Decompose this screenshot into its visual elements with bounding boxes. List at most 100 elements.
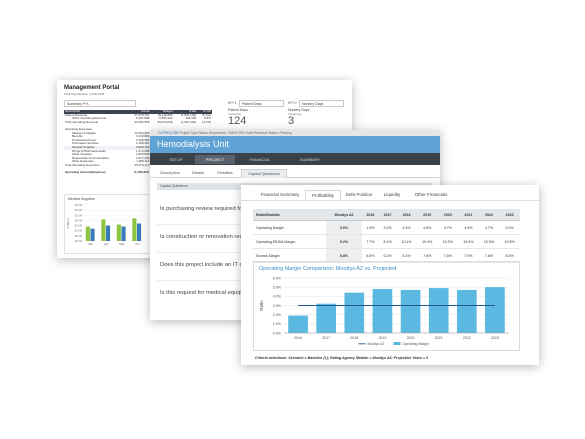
nav-summary[interactable]: SUMMARY [299, 157, 321, 162]
fin-cell: Operating Income/(Expense) [65, 171, 106, 175]
tab-profitability[interactable]: Profitability [305, 190, 341, 200]
ratio-cell: 6.2% [379, 248, 397, 263]
portal-title: Management Portal [64, 85, 120, 91]
ms-ytick: $3.0M [75, 208, 82, 212]
ratio-cell: 4.8% [416, 220, 438, 235]
ratio-cell: 3.0% [326, 220, 362, 235]
ratio-cell: Operating EBIDA Margin [253, 234, 327, 249]
kpi2-dropdown[interactable]: Nursery Days [299, 100, 344, 107]
ratio-row: Operating EBIDA Margin 9.2% 7.7% 8.1% 10.1% 1… [253, 234, 520, 249]
om-bar [456, 289, 477, 333]
fin-cell: 3,689,719 [126, 145, 151, 150]
ratio-cell: 10.4% [416, 234, 438, 249]
subtab-picklists[interactable]: Pickilists [217, 170, 233, 175]
ratio-cell: 5.0% [499, 220, 520, 235]
fin-col-header: $ Var [173, 110, 198, 114]
fin-col-header: GLM DATA [64, 110, 127, 114]
fin-row[interactable]: Depreciation & Amortization 2,617,454 [64, 157, 212, 161]
question-medical-equipment: Is this request for medical equip [160, 290, 242, 296]
fin-cell: 3,133,884 [136, 135, 150, 139]
kpi2-label: KPI 2 [288, 101, 297, 105]
fin-cell: Operating Expenses [65, 127, 93, 131]
question-construction: Is construction or renovation requ [160, 234, 247, 240]
fin-cell: Professional Fees [72, 138, 97, 142]
fin-cell: Drugs & Pharmaceuticals [72, 149, 106, 153]
fin-row[interactable]: Professional Fees 2,798,583 [64, 139, 212, 143]
fin-row[interactable]: Benefits 3,133,884 [64, 135, 212, 139]
tab-liquidity[interactable]: Liquidity [383, 192, 401, 197]
om-ytick: 0.0% [273, 331, 282, 335]
summary-dropdown[interactable]: Summary P+L [64, 100, 136, 107]
subtab-capital-questions[interactable]: Capital Questions [241, 169, 287, 178]
ms-xtick: Mar [88, 242, 93, 246]
ms-bar [136, 223, 142, 241]
fin-row[interactable]: Purchased Services 1,298,461 [64, 142, 212, 146]
nursery-days-kpi: Nursery Days Yesterday 3 [288, 108, 309, 127]
nav-project[interactable]: PROJECT [195, 155, 235, 164]
om-bar [316, 303, 337, 333]
unit-title: Hemodialysis Unit [157, 139, 230, 149]
ratio-col-header: 2016 [361, 209, 380, 221]
fin-cell: 332,655 [185, 117, 197, 121]
fin-row[interactable]: Operating Expenses [64, 128, 212, 132]
portal-subtitle: Total Organization | LIVE ACB [64, 92, 104, 96]
medical-supplies-title: Medical Supplies [68, 197, 95, 201]
operating-margin-chart: 0.0% 1.0% 2.0% 3.0% 4.0% 5.0% 6.0% Ratio 2016 201… [259, 276, 509, 346]
fin-row[interactable]: Total Operating Revenue 33,466,558 34,974,… [64, 121, 212, 125]
kpi1-dropdown[interactable]: Patient Days [239, 100, 284, 107]
ratio-cell: 4.7% [478, 220, 500, 235]
ms-bar [101, 219, 106, 241]
fin-row[interactable]: Salaries & Wages 13,463,095 [64, 132, 212, 136]
nav-setup[interactable]: SETUP [169, 157, 183, 162]
tab-other-financials[interactable]: Other Financials [414, 192, 448, 197]
unit-header: Hemodialysis Unit [150, 136, 440, 153]
subtab-description[interactable]: Description [159, 170, 180, 175]
fin-cell: Other Operating Revenue [72, 117, 107, 121]
ms-ytick: $3.5M [75, 203, 82, 207]
tab-financial-summary[interactable]: Financial Summary [260, 192, 300, 197]
fin-cell: 35,270,171 [134, 163, 150, 167]
fin-row[interactable]: Patient Revenue 27,278,751 29,118,896 (1,84… [64, 114, 212, 118]
fin-col-header: Budget [150, 110, 174, 114]
ratio-cell: 8.5% [499, 248, 520, 263]
financial-table: GLM DATA Actual Budget $ Var% Var Patient R… [64, 110, 212, 175]
legend-operating-margin: Operating Margin [403, 342, 429, 346]
tab-debt-position[interactable]: Debt Position [345, 192, 373, 197]
ratio-cell: 3.2% [379, 220, 397, 235]
fin-cell: 1,906,114 [136, 160, 150, 164]
sub-tabs: Description Details Pickilists Capital Q… [150, 168, 440, 178]
ms-bar [116, 224, 121, 241]
fin-row[interactable]: Total Operating Expenses 35,270,171 [64, 164, 212, 168]
ratio-cell: Excess Margin [253, 248, 327, 263]
fin-row[interactable]: Other Operating Revenue 6,187,808 5,855,15… [64, 117, 212, 121]
subtab-details[interactable]: Details [191, 170, 205, 175]
legend-moodys: Moodys A2 [368, 342, 385, 346]
ratio-cell: 5.8% [326, 248, 362, 263]
operating-margin-chart-panel: Operating Margin Comparison: Moodys A2 v… [253, 261, 520, 351]
nav-financial[interactable]: FINANCIAL [249, 157, 271, 162]
financial-summary-window: Financial Summary Profitability Debt Pos… [241, 185, 539, 365]
om-xtick: 2022 [463, 336, 471, 340]
om-xtick: 2018 [350, 336, 358, 340]
fin-cell: Patient Revenue [65, 113, 88, 117]
fin-row[interactable]: Drugs & Pharmaceuticals 1,274,208 [64, 150, 212, 154]
fin-cell: (1,507,491) [180, 120, 197, 124]
ms-ytick: $0.5M [75, 234, 82, 238]
fin-row[interactable]: Other Supplies 1,003,846 [64, 153, 212, 157]
question-purchasing-review: Is purchasing review required for [160, 206, 245, 212]
om-ytick: 4.0% [273, 295, 282, 299]
fin-cell: (1,840,145) [180, 113, 197, 117]
fin-col-header: Actual [126, 110, 151, 114]
medical-supplies-chart: $0.0M$0.5M$1.0M$1.5M $2.0M$2.5M$3.0M$3.5M… [66, 203, 145, 246]
ratio-cell: 10.5% [458, 234, 479, 249]
fin-col-header: % Var [197, 110, 212, 114]
ratio-cell: 8.1% [396, 248, 417, 263]
fin-cell: Benefits [72, 135, 83, 139]
fin-row[interactable]: Operating Income/(Expense) (1,789,397) [64, 171, 212, 175]
fin-cell: Depreciation & Amortization [72, 156, 110, 160]
om-bar [428, 288, 449, 333]
ratio-cell: 8.1% [379, 234, 397, 249]
fin-row[interactable]: Other Expenses 1,906,114 [64, 160, 212, 164]
fin-cell: 2,617,454 [136, 156, 150, 160]
ratio-col-header: Moodys A2 [326, 209, 362, 221]
